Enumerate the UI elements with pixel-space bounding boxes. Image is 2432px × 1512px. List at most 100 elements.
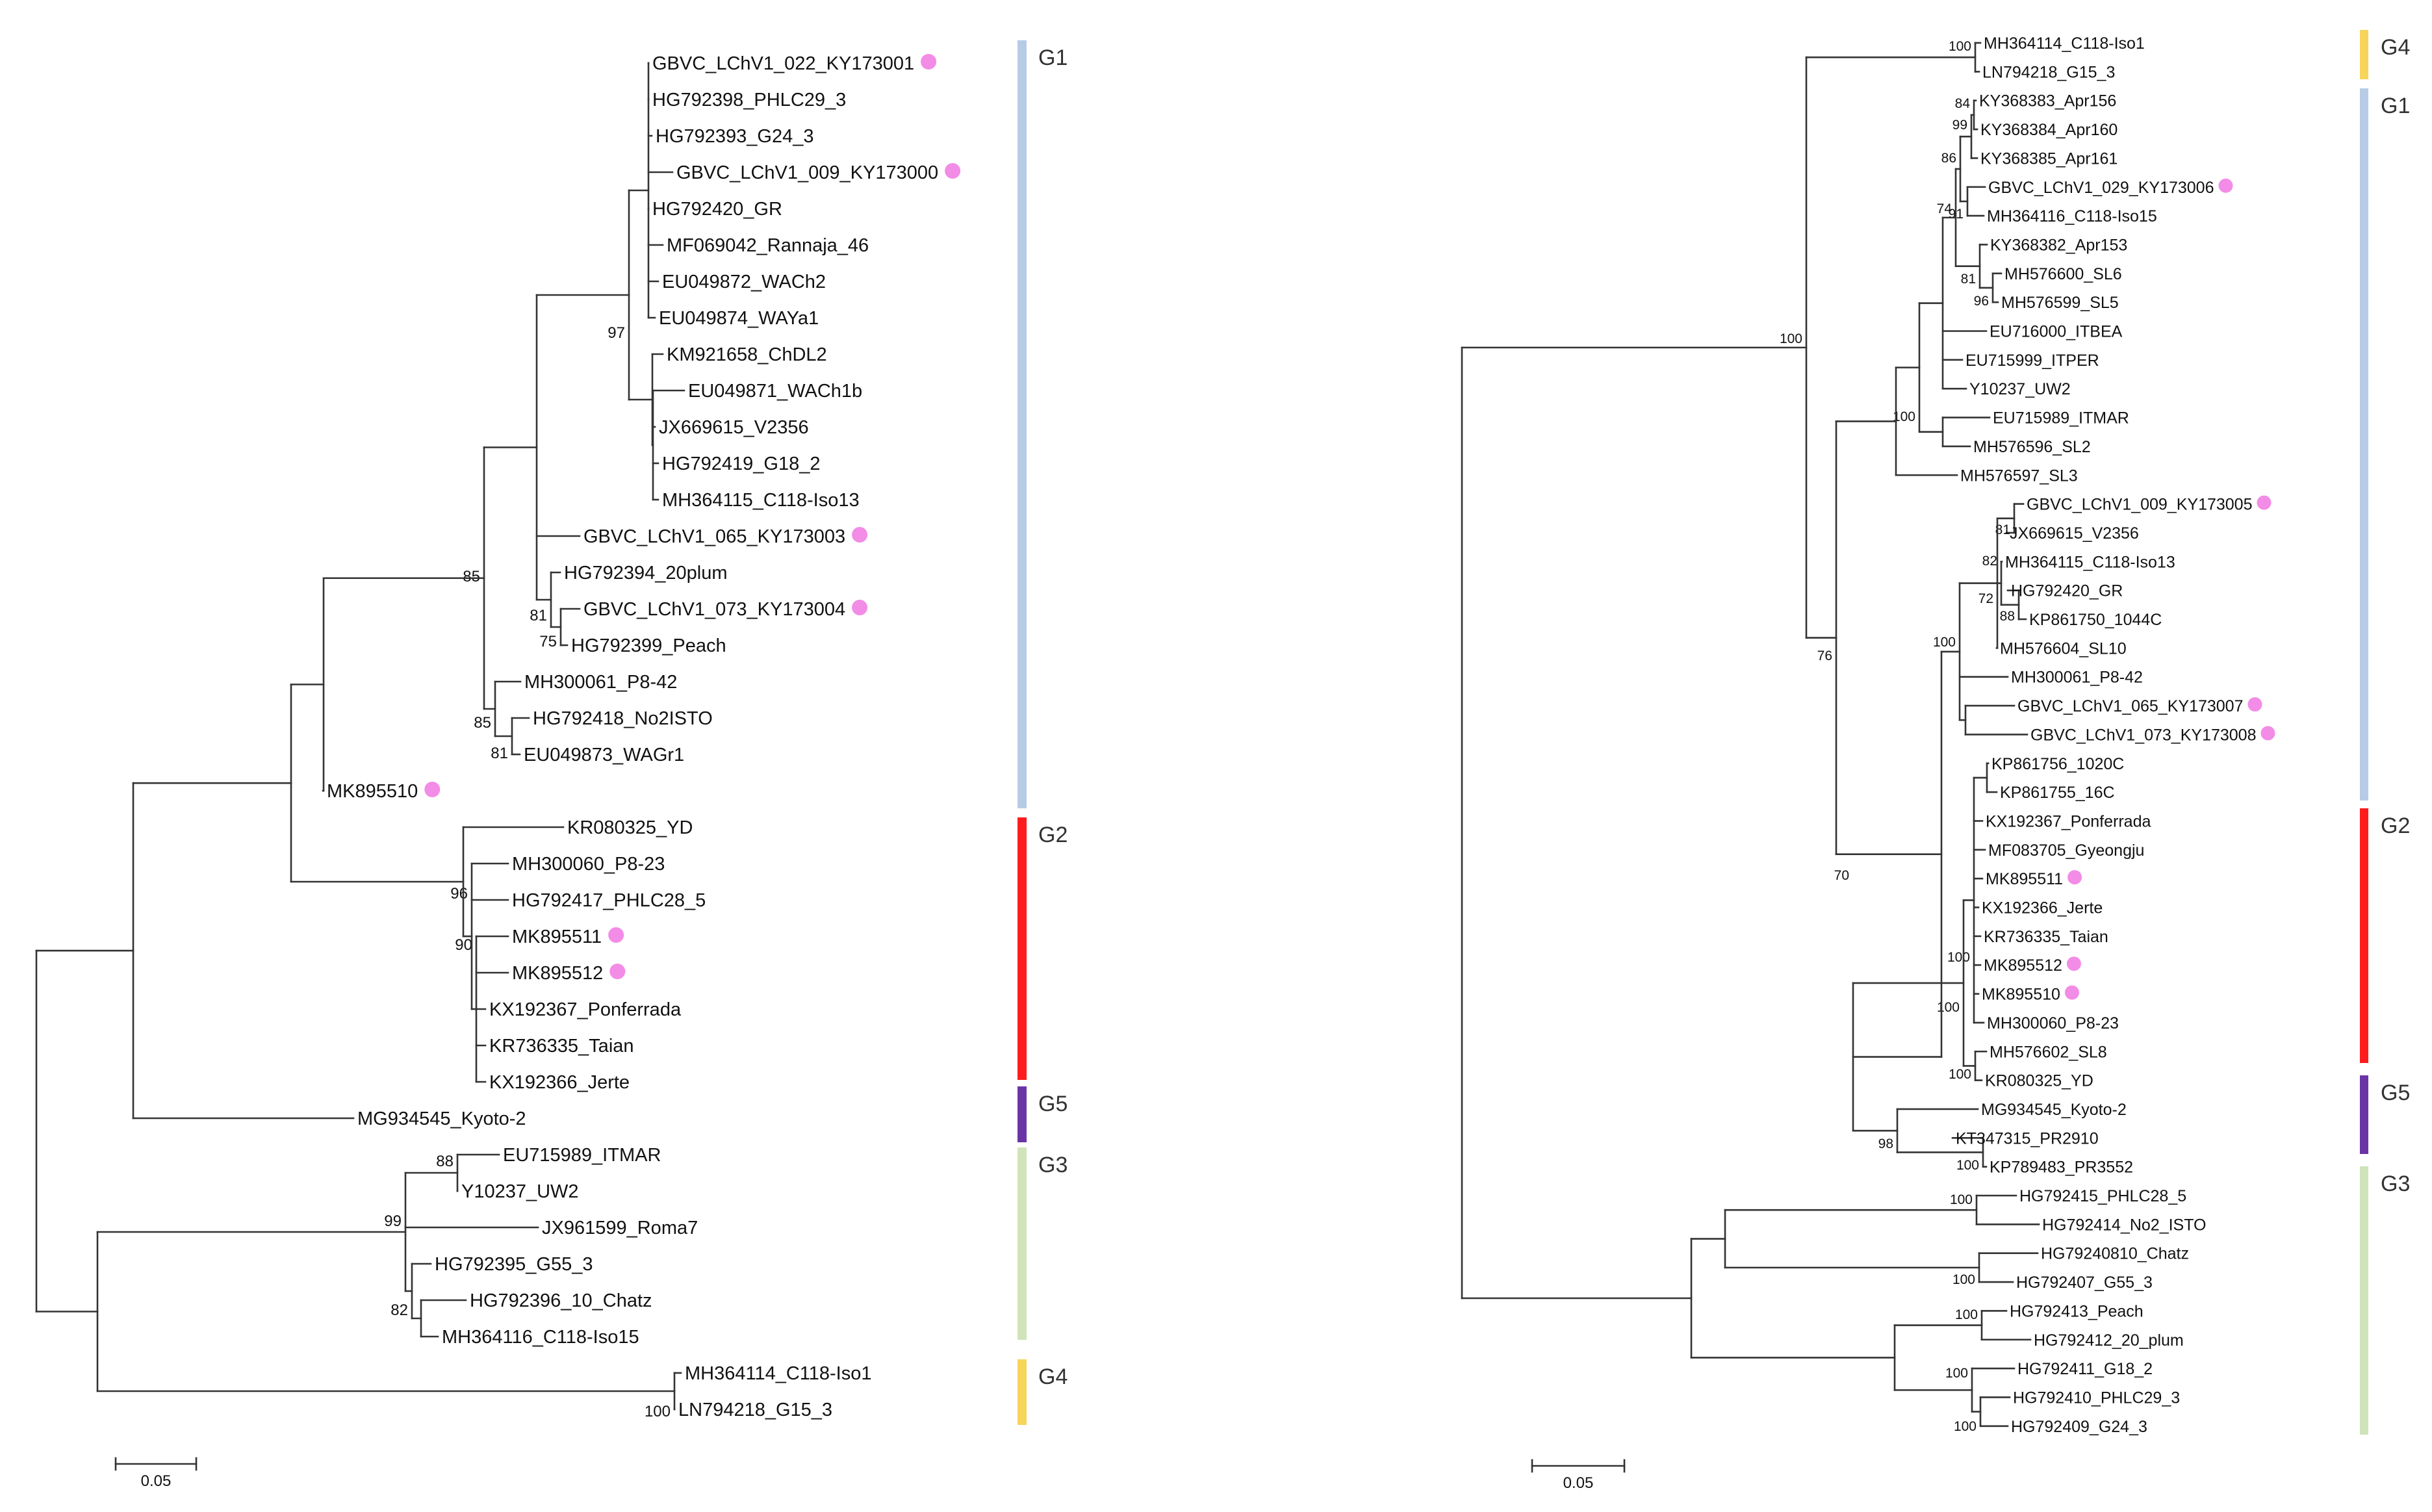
bootstrap-value: 99: [384, 1212, 402, 1230]
taxon-label: Y10237_UW2: [461, 1181, 579, 1202]
taxon-label: KP861750_1044C: [2029, 611, 2162, 629]
taxon-label: KY368382_Apr153: [1990, 236, 2127, 254]
bootstrap-value: 85: [463, 568, 480, 585]
bootstrap-value: 96: [450, 885, 468, 903]
taxon-label: HG792394_20plum: [564, 563, 728, 583]
isolate-marker: [2218, 178, 2233, 193]
taxon-label: HG792413_Peach: [2010, 1302, 2144, 1320]
group-bar-g2: [2360, 808, 2368, 1063]
bootstrap-value: 82: [1982, 554, 1997, 569]
taxon-label: MH576602_SL8: [1990, 1043, 2107, 1061]
taxon-label: KR736335_Taian: [1984, 928, 2108, 946]
taxon-label: LN794218_G15_3: [1982, 63, 2115, 81]
isolate-marker: [852, 600, 868, 615]
group-label-g5: G5: [2381, 1081, 2410, 1105]
taxon-label: HG792407_G55_3: [2016, 1274, 2153, 1292]
isolate-marker: [2064, 985, 2079, 1000]
taxon-label: MF083705_Gyeongju: [1988, 841, 2144, 860]
taxon-label: EU715989_ITMAR: [1993, 409, 2129, 428]
isolate-marker: [424, 782, 441, 797]
taxon-label: HG792411_G18_2: [2017, 1360, 2153, 1378]
left-phylogenetic-tree: 9775818185859096888299100GBVC_LChV1_022_…: [35, 40, 1068, 1490]
taxon-label: MH576604_SL10: [2000, 639, 2127, 658]
taxon-label: MH364114_C118-Iso1: [685, 1363, 872, 1384]
taxon-label: MH300060_P8-23: [512, 854, 665, 875]
taxon-label: MH364115_C118-Iso13: [662, 490, 860, 511]
taxon-label: MH576600_SL6: [2004, 265, 2122, 283]
taxon-label: GBVC_LChV1_009_KY173005: [2027, 496, 2253, 514]
bootstrap-value: 97: [608, 324, 625, 342]
taxon-label: MH300060_P8-23: [1987, 1014, 2119, 1032]
bootstrap-value: 76: [1817, 648, 1832, 663]
taxon-label: HG792418_No2ISTO: [533, 708, 713, 729]
bootstrap-value: 100: [1949, 39, 1971, 54]
taxon-label: KP789483_PR3552: [1990, 1159, 2133, 1177]
bootstrap-value: 96: [1974, 294, 1989, 309]
taxon-label: KY368385_Apr161: [1980, 149, 2118, 168]
group-bar-g2: [1018, 817, 1027, 1080]
taxon-label: HG792412_20_plum: [2034, 1331, 2184, 1350]
bootstrap-value: 85: [474, 714, 491, 732]
taxon-label: KX192366_Jerte: [1982, 899, 2103, 917]
taxon-label: MH364116_C118-Iso15: [1987, 207, 2157, 225]
group-label-g5: G5: [1038, 1092, 1068, 1116]
group-label-g3: G3: [2381, 1172, 2410, 1196]
group-label-g1: G1: [2381, 94, 2410, 118]
taxon-label: EU716000_ITBEA: [1990, 323, 2123, 341]
scale-bar-label: 0.05: [1563, 1474, 1594, 1492]
group-label-g2: G2: [1038, 823, 1068, 847]
group-bar-g4: [2360, 30, 2368, 79]
taxon-label: KY368384_Apr160: [1980, 121, 2118, 139]
group-bar-g5: [2360, 1075, 2368, 1154]
taxon-label: MH364116_C118-Iso15: [442, 1327, 639, 1348]
taxon-label: MH300061_P8-42: [524, 672, 677, 693]
group-bar-g1: [1018, 40, 1027, 808]
taxon-label: KR080325_YD: [567, 817, 693, 838]
taxon-label: MK895510: [327, 781, 418, 802]
group-label-g3: G3: [1038, 1153, 1068, 1177]
taxon-label: KP861756_1020C: [1991, 755, 2124, 773]
taxon-label: HG792409_G24_3: [2011, 1418, 2147, 1436]
bootstrap-value: 100: [1933, 635, 1956, 650]
taxon-label: GBVC_LChV1_073_KY173008: [2030, 726, 2257, 744]
taxon-label: HG792420_GR: [2011, 582, 2123, 600]
taxon-label: HG792414_No2_ISTO: [2042, 1216, 2206, 1234]
bootstrap-value: 81: [1961, 272, 1976, 287]
taxon-label: Y10237_UW2: [1969, 380, 2071, 398]
taxon-label: HG792419_G18_2: [662, 454, 820, 474]
isolate-marker: [2247, 697, 2262, 712]
isolate-marker: [921, 54, 937, 70]
taxon-label: JX669615_V2356: [2010, 524, 2139, 543]
bootstrap-value: 100: [1955, 1307, 1978, 1322]
taxon-label: GBVC_LChV1_009_KY173000: [676, 162, 938, 183]
taxon-label: MK895511: [512, 927, 602, 947]
bootstrap-value: 100: [1893, 409, 1915, 424]
taxon-label: MH576596_SL2: [1973, 438, 2091, 456]
taxon-label: HG792393_G24_3: [656, 126, 813, 147]
scale-bar-label: 0.05: [141, 1472, 172, 1490]
taxon-label: KY368383_Apr156: [1979, 92, 2116, 110]
bootstrap-value: 100: [1952, 1272, 1975, 1287]
bootstrap-value: 100: [1947, 950, 1970, 965]
bootstrap-value: 100: [1937, 1000, 1960, 1015]
taxon-label: KM921658_ChDL2: [667, 344, 827, 365]
taxon-label: MK895510: [1982, 986, 2060, 1004]
taxon-label: KR736335_Taian: [489, 1036, 634, 1057]
taxon-label: EU049873_WAGr1: [524, 745, 684, 765]
taxon-label: HG792399_Peach: [571, 635, 726, 656]
taxon-label: EU049874_WAYa1: [659, 308, 819, 329]
isolate-marker: [2067, 870, 2082, 885]
taxon-label: HG792396_10_Chatz: [470, 1290, 652, 1311]
taxon-label: GBVC_LChV1_073_KY173004: [583, 599, 845, 620]
taxon-label: HG792395_G55_3: [435, 1254, 593, 1275]
taxon-label: JX669615_V2356: [659, 417, 809, 438]
taxon-label: MF069042_Rannaja_46: [667, 235, 869, 256]
group-bar-g3: [2360, 1166, 2368, 1435]
taxon-label: KX192367_Ponferrada: [489, 999, 682, 1020]
isolate-marker: [2260, 726, 2275, 741]
group-bar-g1: [2360, 88, 2368, 801]
taxon-label: GBVC_LChV1_065_KY173007: [2017, 697, 2244, 715]
taxon-label: KR080325_YD: [1985, 1072, 2093, 1090]
taxon-label: GBVC_LChV1_022_KY173001: [652, 53, 914, 74]
